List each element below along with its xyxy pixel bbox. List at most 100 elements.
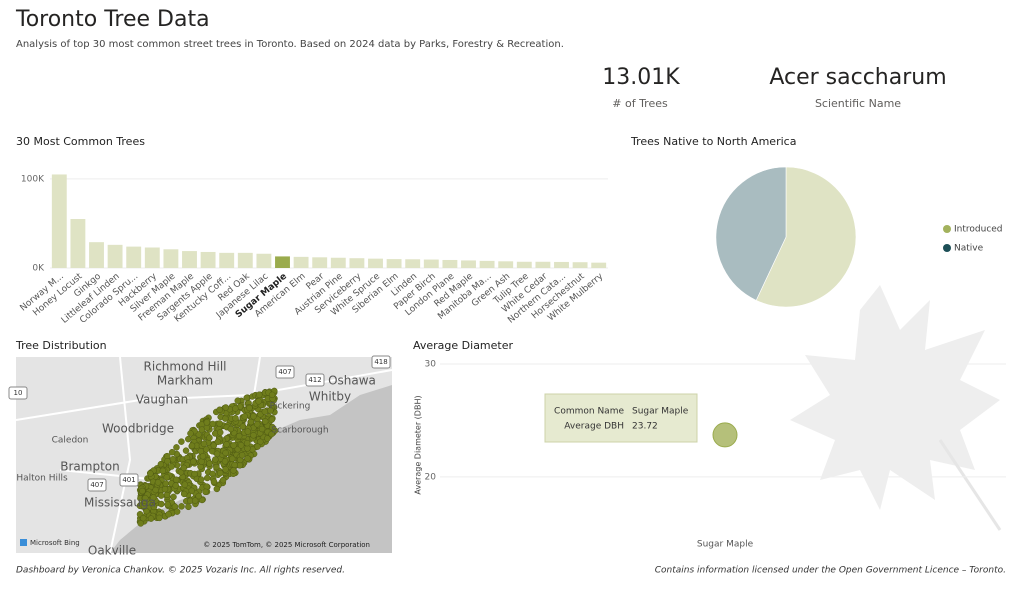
tree-point (222, 449, 229, 457)
tree-point (172, 476, 180, 483)
tree-point (172, 482, 179, 489)
bar (219, 252, 235, 268)
tree-point (261, 418, 269, 425)
road-shield-label: 407 (90, 481, 103, 489)
bar (349, 258, 365, 268)
bar (554, 261, 569, 268)
bar (498, 261, 514, 268)
tree-point (222, 404, 230, 411)
tree-point (269, 423, 276, 431)
tree-point (164, 501, 171, 508)
tree-point (253, 421, 261, 428)
place-label: Brampton (60, 460, 119, 474)
bar (312, 257, 328, 268)
bar (535, 261, 551, 268)
tree-point (230, 467, 237, 474)
tree-point (212, 456, 219, 463)
y-tick-label: 100K (21, 174, 45, 184)
tree-point (152, 486, 159, 494)
y-axis-label: Average Diameter (DBH) (414, 395, 423, 494)
tree-point (206, 434, 213, 442)
tree-point (195, 492, 202, 500)
place-label: Caledon (52, 436, 89, 446)
tree-point (254, 443, 261, 450)
tooltip (544, 393, 698, 443)
tree-point (228, 455, 236, 463)
tree-point (238, 451, 246, 459)
tree-point (268, 416, 276, 423)
bar (293, 256, 309, 268)
map-credit: © 2025 TomTom, © 2025 Microsoft Corporat… (203, 541, 370, 549)
lake-ontario (110, 385, 392, 553)
tree-point (180, 490, 188, 498)
tree-point (178, 438, 185, 445)
tree-point (168, 463, 175, 470)
tree-point (185, 503, 192, 511)
tree-point (180, 464, 188, 472)
legend-label: Introduced (954, 225, 1003, 235)
road-shield (87, 478, 107, 492)
tree-point (191, 470, 198, 478)
tree-point (213, 450, 221, 458)
tree-point (199, 453, 207, 460)
tree-point (258, 425, 266, 433)
legend-label: Native (954, 244, 984, 254)
bar (330, 257, 346, 268)
tree-point (191, 497, 199, 504)
place-label: Whitby (309, 390, 351, 404)
tree-point (200, 440, 208, 448)
tree-point (219, 476, 227, 484)
road-shield (119, 473, 139, 487)
map-logo-icon (20, 539, 27, 546)
bar (89, 242, 104, 268)
tree-point (202, 488, 209, 496)
tree-point (164, 457, 171, 465)
tree-point (163, 474, 171, 481)
y-tick-label: 20 (425, 472, 437, 482)
tree-point (222, 466, 229, 473)
tree-point (139, 487, 146, 495)
tree-point (244, 428, 252, 435)
tree-point (261, 408, 269, 415)
tree-point (209, 420, 216, 428)
tree-point (140, 503, 148, 510)
chart-title: Average Diameter (413, 339, 513, 352)
place-label: Richmond Hill (144, 360, 227, 374)
bar (237, 252, 253, 268)
tree-point (165, 511, 172, 518)
tree-point (195, 431, 203, 438)
chart-title: Trees Native to North America (630, 135, 796, 148)
tree-point (158, 500, 165, 508)
y-tick-label: 0K (32, 264, 45, 274)
bar (51, 174, 67, 268)
tree-point (142, 494, 149, 502)
pie-slice (755, 166, 857, 308)
tree-point (264, 435, 271, 442)
kpi-value: 13.01K (602, 65, 680, 90)
tree-point (210, 478, 218, 485)
tree-point (246, 404, 253, 412)
y-tick-label: 30 (425, 360, 437, 370)
tree-point (173, 444, 180, 451)
tree-point (206, 460, 213, 467)
bar (405, 259, 421, 268)
tree-point (232, 405, 239, 412)
tree-point (159, 467, 167, 475)
tree-point (255, 398, 262, 405)
place-label: Markham (157, 374, 213, 388)
tree-point (198, 458, 205, 465)
kpi-label: Scientific Name (815, 97, 901, 110)
tree-point (197, 476, 205, 483)
tree-point (232, 414, 239, 422)
road-shield-label: 401 (122, 476, 135, 484)
maple-leaf-watermark (790, 285, 1000, 510)
road-shield (371, 355, 391, 369)
tree-point (190, 458, 197, 465)
bar (163, 249, 179, 268)
place-label: Pickering (270, 402, 311, 412)
tree-point (185, 435, 192, 443)
tree-point (188, 442, 196, 449)
tree-point (198, 426, 206, 433)
